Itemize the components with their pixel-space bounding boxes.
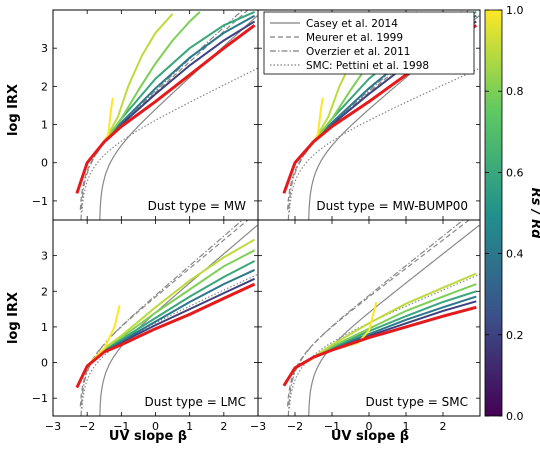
legend-label: Casey et al. 2014: [306, 18, 398, 30]
y-tick-label: −1: [32, 195, 48, 208]
x-tick-label: 2: [440, 420, 447, 433]
red-curve: [282, 305, 477, 387]
x-tick-label: −3: [45, 420, 61, 433]
x-axis-label-left: UV slope β: [109, 429, 187, 444]
ref-curve-pettini: [81, 273, 258, 409]
colorbar-tick-label: 0.2: [506, 329, 524, 342]
ref-curve-meurer: [79, 10, 249, 210]
colorbar-tick-label: 0.6: [506, 166, 524, 179]
red-curve: [75, 24, 256, 194]
colorbar-ticks: 0.0 0.2 0.4 0.6 0.8 1.0: [485, 4, 524, 423]
y-tick-label: 0: [41, 357, 48, 370]
x-tick-label: 1: [403, 420, 410, 433]
panel-4: −3 −2 −1 0 1 2 Dust type = SMC: [250, 219, 481, 433]
colorbar-tick-label: 0.4: [506, 248, 524, 261]
plot-area: [75, 220, 258, 416]
ref-curve-overzier: [80, 220, 244, 416]
legend: Casey et al. 2014 Meurer et al. 1999 Overz…: [263, 11, 475, 75]
colorbar-label: Rs / Rd: [528, 188, 540, 240]
x-axis-label-right: UV slope β: [331, 429, 409, 444]
ratio-curve: [75, 238, 256, 388]
legend-label: Overzier et al. 2011: [306, 46, 410, 58]
dust-type-label: Dust type = MW-BUMP00: [316, 199, 468, 213]
red-curve: [75, 282, 256, 389]
x-tick-label: −1: [324, 420, 340, 433]
ratio-curve: [75, 249, 256, 388]
x-tick-label: 2: [220, 420, 227, 433]
y-tick-label: 2: [41, 285, 48, 298]
x-tick-label: −1: [113, 420, 129, 433]
colorbar-tick-label: 1.0: [506, 4, 524, 17]
panel-1: −1 0 1 2 3 Dust type = MW: [32, 9, 259, 221]
x-tick-label: −3: [250, 420, 266, 433]
legend-box: [263, 11, 475, 75]
y-axis-label-top: log IRX: [6, 84, 21, 136]
plot-area: [282, 220, 480, 416]
colorbar-tick-label: 0.8: [506, 85, 524, 98]
ref-curve-casey: [99, 15, 258, 220]
y-tick-label: 1: [41, 119, 48, 132]
ref-curve-overzier: [80, 10, 244, 220]
x-tick-label: 0: [366, 420, 373, 433]
plot-area: [75, 10, 258, 220]
y-tick-label: −1: [32, 392, 48, 405]
y-tick-label: 1: [41, 321, 48, 334]
ref-curve-meurer: [287, 220, 470, 407]
colorbar: [484, 9, 503, 417]
ref-curve-pettini: [288, 273, 480, 409]
y-tick-label: 2: [41, 80, 48, 93]
y-tick-label: 0: [41, 157, 48, 170]
x-tick-label: −2: [287, 420, 303, 433]
ratio-curve: [75, 20, 256, 194]
legend-label: SMC: Pettini et al. 1998: [306, 60, 429, 72]
dust-type-label: Dust type = LMC: [144, 395, 246, 409]
legend-label: Meurer et al. 1999: [306, 32, 403, 44]
dust-type-label: Dust type = MW: [148, 199, 246, 213]
x-tick-label: −2: [79, 420, 95, 433]
x-tick-label: 1: [186, 420, 193, 433]
ref-curve-pettini: [81, 67, 258, 212]
y-tick-label: 3: [41, 42, 48, 55]
y-axis-label-bottom: log IRX: [6, 292, 21, 344]
ref-curve-overzier: [287, 220, 465, 416]
y-tick-label: 3: [41, 250, 48, 263]
ratio-curve: [75, 11, 201, 194]
x-tick-label: 0: [152, 420, 159, 433]
dust-type-label: Dust type = SMC: [366, 395, 468, 409]
ratio-curve: [75, 13, 174, 194]
panel-3: −3 −2 −1 0 1 2 −1 0 1 2 3 Dust type = LMC: [32, 219, 259, 433]
panel-frame: [257, 219, 481, 417]
panels-group: −1 0 1 2 3 Dust type = MW Dust type = MW-BUMP0…: [32, 9, 481, 433]
colorbar-tick-label: 0.0: [506, 410, 524, 423]
